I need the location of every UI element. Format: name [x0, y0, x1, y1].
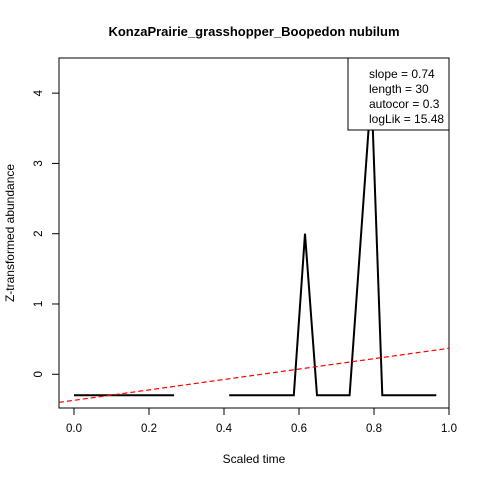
y-tick-label: 4: [33, 89, 45, 96]
y-tick-label: 2: [33, 230, 45, 236]
series-layer: [58, 89, 450, 403]
abundance-series-line: [229, 89, 437, 397]
y-tick-label: 0: [33, 371, 45, 377]
x-tick-label: 0.8: [366, 423, 382, 435]
x-axis-label: Scaled time: [223, 452, 286, 466]
chart-title: KonzaPrairie_grasshopper_Boopedon nubilu…: [108, 24, 399, 39]
x-tick-label: 1.0: [441, 423, 457, 435]
x-tick-label: 0.0: [66, 423, 82, 435]
y-tick-label: 3: [33, 160, 45, 166]
x-axis: 0.0 0.2 0.4 0.6 0.8 1.0: [66, 407, 457, 435]
trend-line: [58, 347, 450, 403]
legend-slope: slope = 0.74: [369, 67, 435, 81]
legend: slope = 0.74 length = 30 autocor = 0.3 l…: [347, 57, 450, 131]
y-axis-label: Z-transformed abundance: [3, 164, 17, 302]
x-tick-label: 0.4: [216, 423, 233, 435]
x-tick-label: 0.2: [141, 423, 157, 435]
y-tick-label: 1: [33, 301, 45, 307]
legend-box: [347, 57, 450, 131]
legend-autocor: autocor = 0.3: [369, 97, 440, 111]
legend-loglik: logLik = 15.48: [369, 112, 444, 126]
legend-length: length = 30: [369, 82, 429, 96]
y-axis: 0 1 2 3 4: [33, 89, 60, 377]
x-tick-label: 0.6: [291, 423, 307, 435]
